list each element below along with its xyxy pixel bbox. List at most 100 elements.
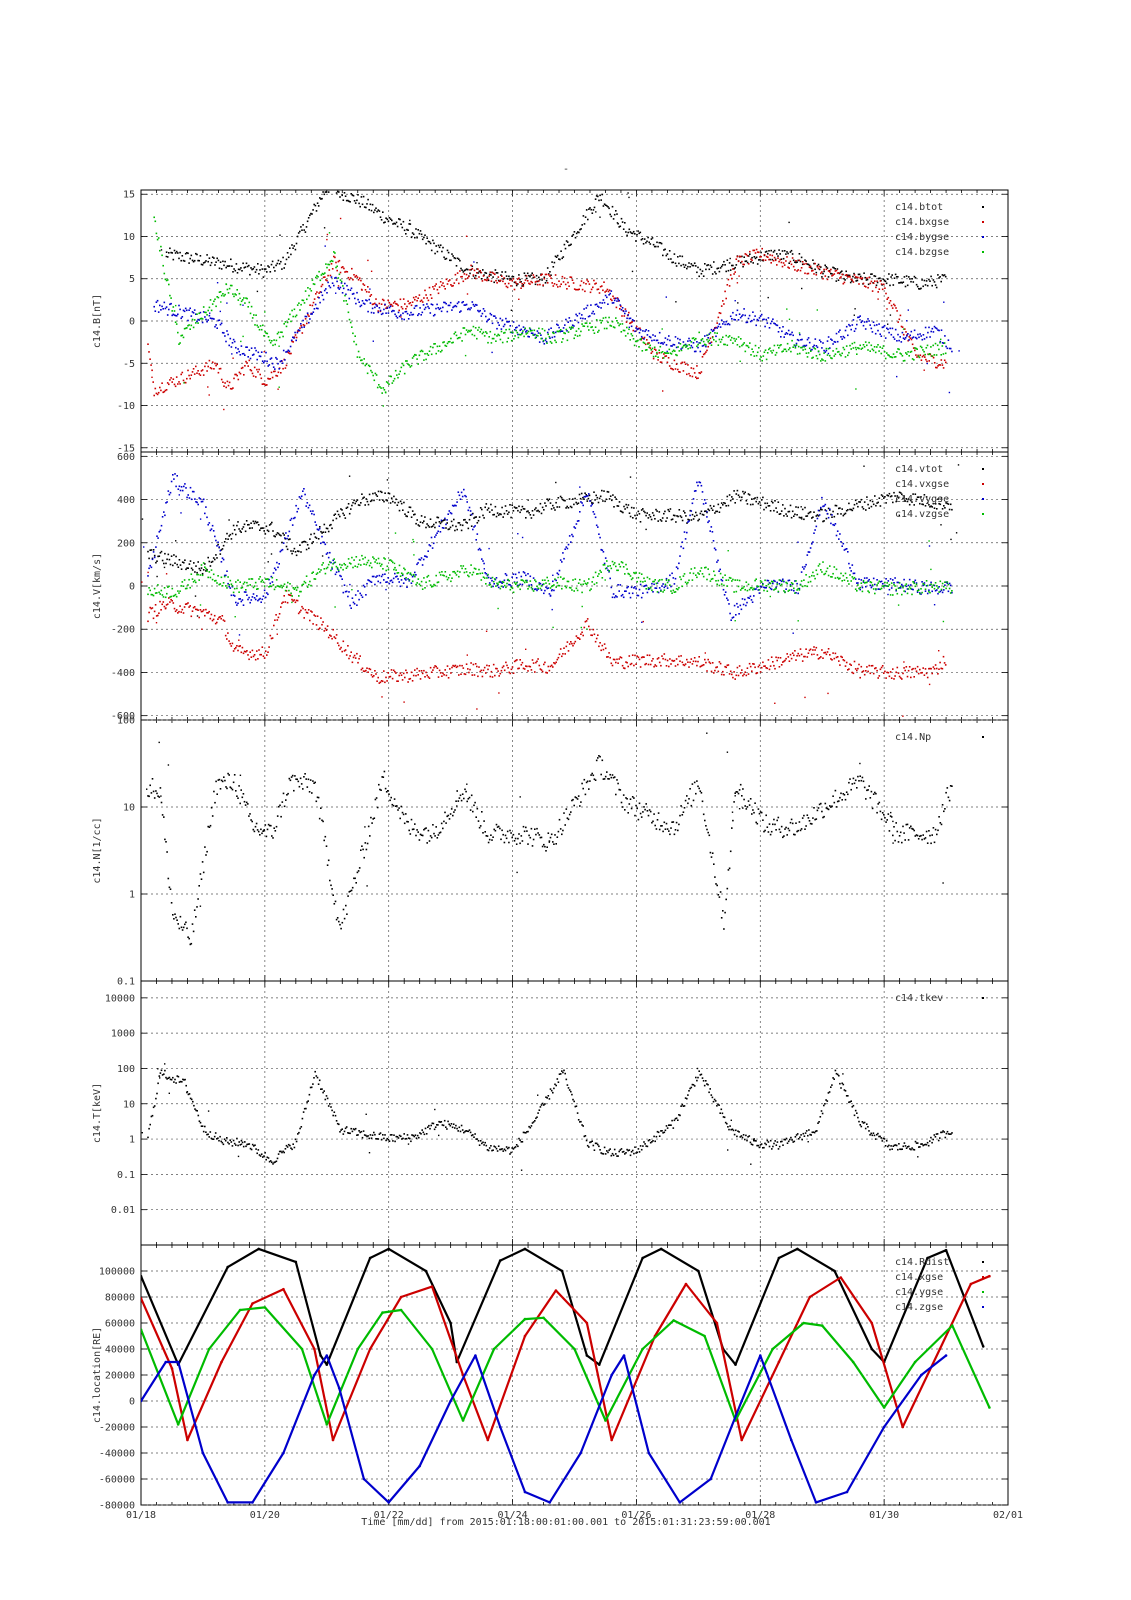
data-point [607,303,609,305]
data-point [686,658,688,661]
data-point [854,276,857,278]
data-point [402,582,405,584]
data-point [157,391,160,394]
data-point [925,358,927,361]
data-point [854,668,857,670]
data-point [383,389,386,391]
data-point [866,321,868,323]
data-point [600,649,602,652]
data-point [336,190,339,193]
data-point [294,516,296,519]
data-point [710,341,713,343]
data-point [598,292,601,294]
data-point [606,288,609,291]
data-point [482,308,485,310]
data-point [716,322,718,324]
data-point [889,314,892,316]
data-point [701,345,704,347]
data-point [148,611,150,614]
data-point [554,331,557,334]
data-point [195,313,197,315]
data-point [200,317,203,320]
data-point [459,270,461,272]
data-point [465,663,468,665]
data-point [801,660,804,662]
data-point [377,580,379,583]
data-point [160,550,163,553]
data-point [406,360,408,362]
data-point [839,277,841,279]
data-point [442,246,444,249]
data-point [197,322,199,324]
data-point [199,255,202,257]
data-point [226,532,228,535]
data-point [479,309,481,312]
data-point [813,262,815,265]
data-point [664,337,667,339]
data-point [538,510,541,513]
data-point [646,339,648,341]
data-point [290,594,292,597]
data-point [923,494,926,496]
data-point [196,372,198,374]
data-point [733,318,735,321]
data-point [212,618,215,621]
data-point [328,232,331,234]
data-point [248,301,251,304]
data-point [674,350,676,352]
data-point [888,302,891,304]
data-point [599,216,601,218]
data-point [866,278,869,281]
data-point [204,311,206,314]
data-point [811,517,813,519]
data-point [202,306,205,308]
data-point [921,279,923,281]
data-point [727,504,730,507]
data-point [522,330,524,332]
data-point [171,310,173,312]
data-point [513,281,516,284]
data-point [192,312,195,314]
data-point [184,603,187,605]
data-point [770,249,772,252]
data-point [296,331,299,334]
data-point [492,315,495,317]
data-point [269,271,272,273]
data-point [763,254,766,256]
data-point [199,311,202,314]
data-point [675,301,677,303]
data-point [368,298,370,301]
data-point [391,219,393,222]
data-point [436,303,438,306]
data-point [835,332,838,335]
data-point [667,352,669,354]
data-point [724,323,726,326]
data-point [345,300,347,302]
data-point [825,517,828,520]
data-point [179,251,181,254]
data-point [335,185,337,187]
data-point [847,509,849,511]
data-point [950,538,952,541]
data-point [226,638,228,640]
data-point [383,670,385,672]
data-point [566,241,569,243]
data-point [312,510,314,512]
data-point [911,668,913,671]
data-point [699,372,702,375]
data-point [160,389,162,392]
data-point [905,666,908,668]
data-point [851,279,854,281]
data-point [245,346,247,348]
data-point [235,263,238,265]
data-point [827,352,830,355]
data-point [248,658,250,661]
data-point [355,302,357,305]
data-point [249,357,252,360]
data-point [782,262,785,264]
data-point [609,495,612,497]
data-point [322,298,325,301]
data-point [587,218,589,221]
data-point [915,498,918,501]
data-point [860,665,863,668]
